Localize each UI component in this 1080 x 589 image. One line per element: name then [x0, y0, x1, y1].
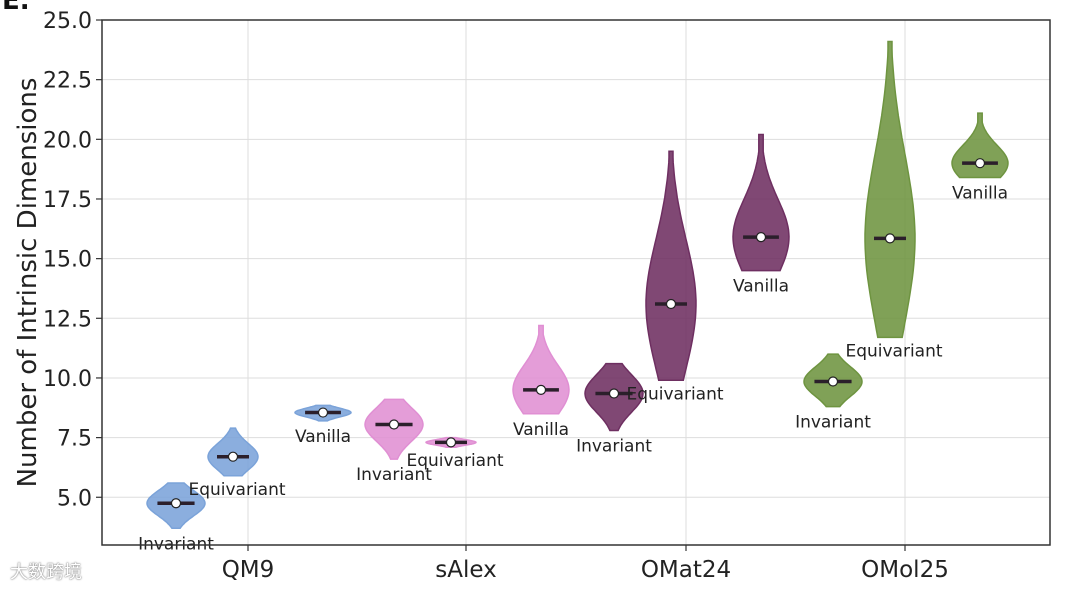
- median-point: [974, 158, 986, 169]
- violin-label: Equivariant: [845, 341, 942, 361]
- violin-label: Equivariant: [188, 480, 285, 500]
- y-tick-label: 10.0: [43, 367, 92, 392]
- violin-label: Vanilla: [733, 277, 789, 297]
- x-tick-label: QM9: [222, 557, 275, 583]
- median-point: [884, 233, 896, 244]
- violin-omat24-vanilla: [732, 133, 790, 272]
- median-point: [170, 498, 182, 509]
- median-point: [608, 388, 620, 399]
- median-point: [755, 232, 767, 243]
- violin-omat24-equivariant: [645, 150, 697, 382]
- violin-omol25-equivariant: [864, 40, 916, 339]
- violin-label: Invariant: [356, 465, 432, 485]
- violin-omol25-vanilla: [951, 112, 1009, 179]
- plot-frame: [101, 19, 1051, 546]
- y-tick-label: 22.5: [43, 69, 92, 94]
- median-point: [317, 407, 329, 418]
- median-point: [665, 298, 677, 310]
- axis-layer: 5.0 7.5 10.0 12.5 15.0 17.5 20.0 22.5 25.0 QM9 sAl…: [43, 9, 1051, 583]
- y-tick-label: 20.0: [43, 128, 92, 153]
- y-tick-label: 25.0: [43, 9, 92, 34]
- median-point: [827, 376, 839, 387]
- violin-label: Equivariant: [406, 451, 503, 471]
- median-point: [388, 419, 400, 430]
- panel-letter: E.: [2, 0, 30, 16]
- x-tick-label: OMat24: [641, 557, 731, 583]
- y-tick-label: 17.5: [43, 188, 92, 213]
- median-point: [227, 451, 239, 462]
- watermark-text: 大数跨境: [10, 562, 82, 583]
- label-layer: InvariantEquivariantVanillaInvariantEqui…: [138, 184, 1008, 555]
- violin-label: Invariant: [576, 436, 652, 456]
- y-tick-label: 5.0: [57, 486, 92, 511]
- violin-label: Vanilla: [295, 427, 351, 447]
- violin-label: Vanilla: [952, 184, 1008, 204]
- y-tick-label: 12.5: [43, 307, 92, 332]
- violin-label: Vanilla: [513, 420, 569, 440]
- y-tick-label: 7.5: [57, 427, 92, 452]
- violin-layer: [146, 40, 1009, 530]
- violin-label: Equivariant: [626, 384, 723, 404]
- x-tick-label: sAlex: [435, 557, 496, 583]
- violin-label: Invariant: [795, 413, 871, 433]
- y-tick-label: 15.0: [43, 248, 92, 273]
- x-tick-label: OMol25: [861, 557, 949, 583]
- median-point: [535, 384, 547, 395]
- y-axis-label: Number of Intrinsic Dimensions: [13, 78, 43, 488]
- median-point: [445, 437, 457, 448]
- violin-salex-vanilla: [512, 324, 570, 415]
